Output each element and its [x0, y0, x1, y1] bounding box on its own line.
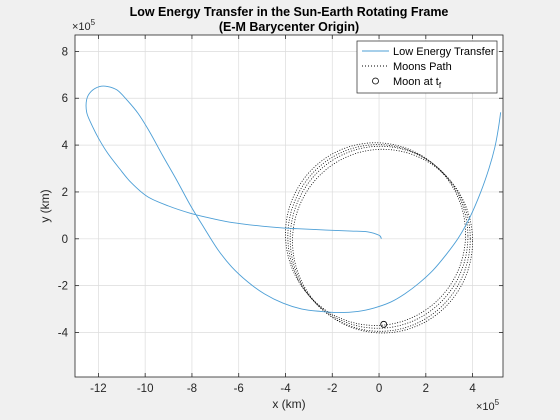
grid-horizontal-lines [75, 51, 503, 333]
legend-swatch-moon-marker [372, 77, 379, 85]
legend-label-moons-path: Moons Path [393, 61, 452, 73]
y-exponent-base: ×10 [72, 21, 91, 33]
moons-path-loop [287, 144, 469, 329]
x-tick-label: 4 [469, 383, 476, 395]
y-exponent-power: 5 [91, 18, 96, 27]
moons-path-loop [289, 145, 471, 332]
series-layer [85, 85, 502, 334]
x-tick-label: -6 [234, 383, 244, 395]
y-tick-label: 8 [62, 46, 68, 58]
y-tick-label: 0 [62, 234, 68, 246]
moons-path-loop [285, 142, 466, 326]
axes-box [74, 34, 504, 378]
moons-path-loop [292, 148, 473, 334]
legend: Low Energy Transfer Moons Path Moon at t… [356, 40, 498, 94]
x-exponent-label: ×105 [476, 398, 500, 413]
x-tick-label: -8 [187, 383, 197, 395]
legend-label-moon-text: Moon at t [393, 76, 439, 88]
transfer-trajectory-line [85, 85, 502, 314]
chart-title: Low Energy Transfer in the Sun-Earth Rot… [130, 5, 449, 19]
legend-label-moon-marker: Moon at tf [393, 76, 442, 90]
x-tick-label: 2 [423, 383, 429, 395]
chart-subtitle: (E-M Barycenter Origin) [219, 20, 359, 34]
y-tick-label: -2 [58, 281, 68, 293]
y-tick-label: 6 [62, 93, 68, 105]
y-exponent-label: ×105 [72, 18, 96, 33]
x-ticks: -12 -10 -8 -6 -4 -2 0 2 4 [90, 35, 476, 395]
x-tick-label: -2 [327, 383, 337, 395]
legend-label-transfer: Low Energy Transfer [393, 46, 495, 58]
y-axis-label: y (km) [38, 189, 52, 222]
legend-label-moon-subscript: f [439, 81, 442, 90]
legend-box [356, 40, 498, 94]
x-tick-label: -12 [90, 383, 107, 395]
x-axis-label: x (km) [272, 397, 305, 411]
y-tick-label: 4 [62, 140, 69, 152]
moon-final-marker [380, 320, 388, 328]
x-tick-label: -10 [137, 383, 154, 395]
x-tick-label: -4 [280, 383, 291, 395]
x-tick-label: 0 [376, 383, 382, 395]
x-exponent-base: ×10 [476, 401, 495, 413]
svg-text:×105: ×105 [72, 18, 96, 33]
y-ticks: -4 -2 0 2 4 6 8 [58, 46, 503, 339]
svg-text:×105: ×105 [476, 398, 500, 413]
y-tick-label: -4 [58, 327, 69, 339]
y-tick-label: 2 [62, 187, 68, 199]
x-exponent-power: 5 [495, 398, 500, 407]
